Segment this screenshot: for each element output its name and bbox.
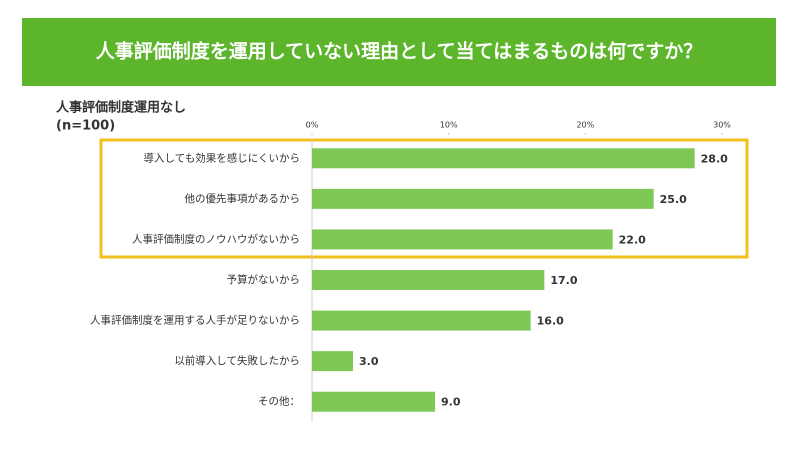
highlight-box [99, 138, 749, 259]
x-tick-label: 30% [713, 121, 731, 130]
value-label: 9.0 [441, 396, 461, 409]
bar [312, 229, 613, 250]
x-tick-label: 20% [576, 121, 594, 130]
y-tick-label: 人事評価制度のノウハウがないから [132, 232, 300, 245]
y-tick-label: 導入しても効果を感じにくいから [144, 151, 300, 164]
value-label: 22.0 [619, 233, 646, 246]
subtitle: 人事評価制度運用なし [56, 100, 186, 116]
bar [312, 188, 654, 209]
y-tick-label: その他： [258, 395, 300, 408]
value-label: 17.0 [550, 274, 577, 287]
bar [312, 148, 695, 169]
bar [312, 391, 435, 412]
y-tick-label: 人事評価制度を運用する人手が足りないから [90, 314, 300, 327]
bar [312, 270, 545, 290]
value-label: 28.0 [701, 152, 728, 165]
value-label: 3.0 [359, 355, 379, 368]
sample-size: (n=100) [56, 119, 115, 134]
bar [312, 351, 353, 372]
value-label: 25.0 [660, 193, 687, 206]
chart-title: 人事評価制度を運用していない理由として当てはまるものは何ですか？ [96, 40, 702, 63]
y-tick-label: 予算がないから [227, 273, 301, 286]
value-label: 16.0 [537, 315, 564, 328]
x-tick-label: 0% [306, 121, 319, 130]
y-tick-label: 他の優先事項があるから [185, 192, 301, 205]
bar [312, 310, 531, 331]
title-banner [22, 18, 776, 86]
y-tick-label: 以前導入して失敗したから [174, 354, 300, 367]
x-tick-label: 10% [440, 121, 458, 130]
